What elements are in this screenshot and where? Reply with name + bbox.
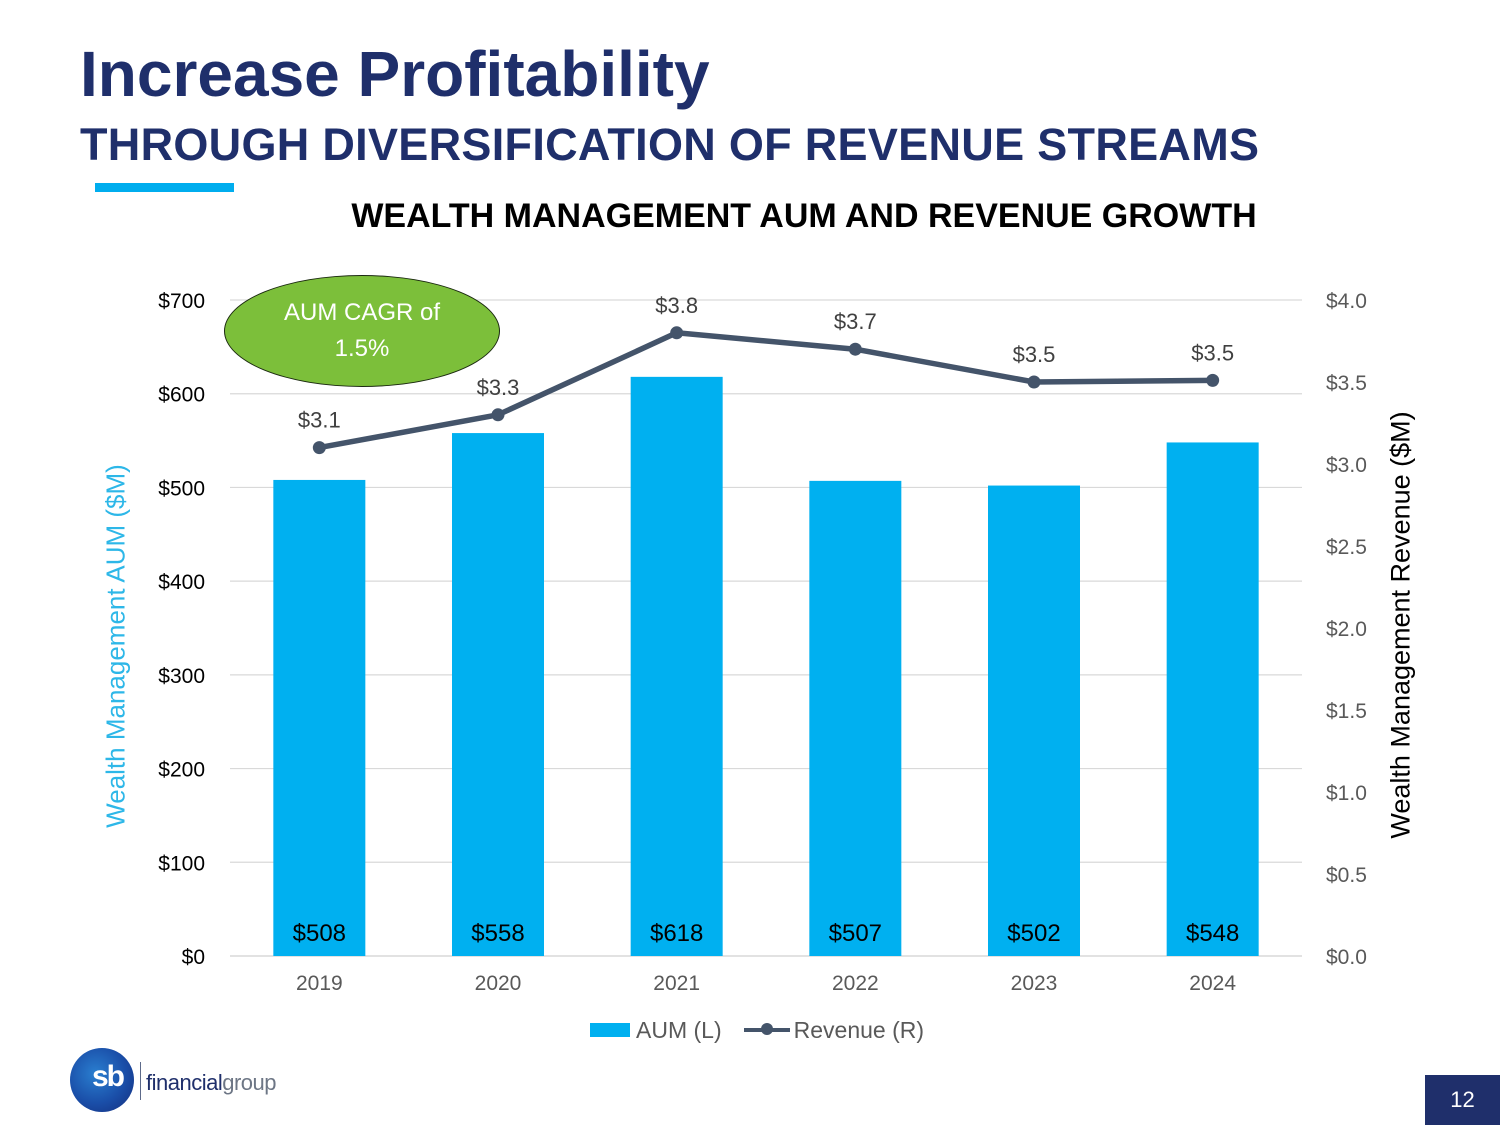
right-tick-label: $2.5 — [1326, 536, 1367, 559]
aum-bar — [988, 485, 1080, 956]
chart-legend: AUM (L) Revenue (R) — [590, 1016, 924, 1044]
aum-bar — [809, 480, 902, 956]
aum-bar-label: $548 — [1186, 920, 1239, 947]
logo-mark: sb — [92, 1060, 125, 1093]
page-title: Increase Profitability — [80, 38, 710, 110]
cagr-callout-text: AUM CAGR of 1.5% — [283, 299, 441, 362]
x-tick-label: 2023 — [1011, 972, 1058, 995]
right-tick-label: $3.0 — [1326, 454, 1367, 477]
right-tick-label: $1.0 — [1326, 782, 1367, 805]
revenue-line-path — [318, 330, 1213, 451]
left-tick-label: $200 — [158, 759, 205, 782]
page-number: 12 — [1425, 1075, 1500, 1125]
revenue-legend-label: Revenue (R) — [793, 1016, 925, 1043]
aum-bar — [273, 479, 366, 956]
logo-circle-icon — [70, 1048, 134, 1112]
aum-legend-label: AUM (L) — [636, 1016, 722, 1043]
left-tick-label: $300 — [158, 665, 205, 688]
aum-legend-swatch — [590, 1023, 630, 1037]
aum-bar — [630, 376, 723, 956]
left-tick-label: $400 — [158, 571, 205, 594]
aum-bar-label: $618 — [650, 920, 703, 947]
revenue-point — [312, 441, 326, 455]
aum-bar-label: $507 — [829, 920, 882, 947]
revenue-point — [670, 326, 684, 340]
revenue-point-label: $3.3 — [477, 375, 520, 400]
aum-bar-label: $558 — [471, 920, 524, 947]
x-tick-label: 2022 — [832, 972, 879, 995]
x-tick-label: 2024 — [1189, 972, 1236, 995]
x-tick-label: 2020 — [475, 972, 522, 995]
revenue-point-label: $3.1 — [298, 408, 341, 433]
revenue-legend-swatch — [743, 1023, 790, 1035]
page-number-text: 12 — [1450, 1087, 1475, 1112]
right-tick-label: $1.5 — [1326, 700, 1367, 723]
right-tick-label: $0.0 — [1326, 946, 1367, 969]
page-subtitle: THROUGH DIVERSIFICATION OF REVENUE STREA… — [80, 119, 1260, 170]
aum-bar-label: $508 — [293, 920, 346, 947]
right-tick-label: $0.5 — [1326, 864, 1367, 887]
logo-wordmark: financialgroup — [146, 1070, 276, 1096]
aum-bars — [273, 376, 1259, 957]
left-tick-label: $0 — [182, 946, 205, 969]
axes: $0 $100 $200 $300 $400 $500 $600 $700 $0.0 $0.5 $1… — [158, 290, 1367, 995]
logo-divider — [140, 1062, 141, 1100]
accent-divider — [95, 183, 234, 192]
right-tick-label: $3.5 — [1326, 372, 1367, 395]
cagr-callout: AUM CAGR of 1.5% — [224, 275, 500, 387]
left-tick-label: $500 — [158, 477, 205, 500]
revenue-point — [491, 408, 505, 422]
logo-text-light: group — [222, 1070, 276, 1095]
right-tick-label: $2.0 — [1326, 618, 1367, 641]
gridlines — [230, 299, 1302, 957]
revenue-point-label: $3.5 — [1013, 342, 1056, 367]
revenue-point — [848, 342, 862, 356]
revenue-point-label: $3.5 — [1191, 340, 1234, 365]
chart-title: WEALTH MANAGEMENT AUM AND REVENUE GROWTH — [351, 197, 1257, 235]
aum-bar — [452, 433, 544, 956]
aum-bar — [1166, 442, 1259, 957]
x-tick-label: 2021 — [653, 972, 700, 995]
left-tick-label: $700 — [158, 290, 205, 313]
left-tick-label: $600 — [158, 384, 205, 407]
revenue-line — [312, 326, 1220, 455]
left-tick-label: $100 — [158, 852, 205, 875]
revenue-point — [1027, 375, 1041, 389]
revenue-point-label: $3.8 — [655, 293, 698, 318]
left-axis-title-text: Wealth Management AUM ($M) — [100, 464, 131, 828]
right-tick-label: $4.0 — [1326, 290, 1367, 313]
right-axis-title-text: Wealth Management Revenue ($M) — [1385, 411, 1416, 839]
data-labels: $508 $558 $618 $507 $502 $548 $3.1 $3.3 $3.8 $3.7… — [293, 293, 1240, 947]
logo-text-bold: financial — [146, 1070, 223, 1095]
company-logo: sb financialgroup — [70, 1048, 280, 1112]
revenue-point-label: $3.7 — [834, 309, 877, 334]
aum-bar-label: $502 — [1007, 920, 1060, 947]
revenue-point — [1206, 373, 1220, 387]
x-tick-label: 2019 — [296, 972, 343, 995]
